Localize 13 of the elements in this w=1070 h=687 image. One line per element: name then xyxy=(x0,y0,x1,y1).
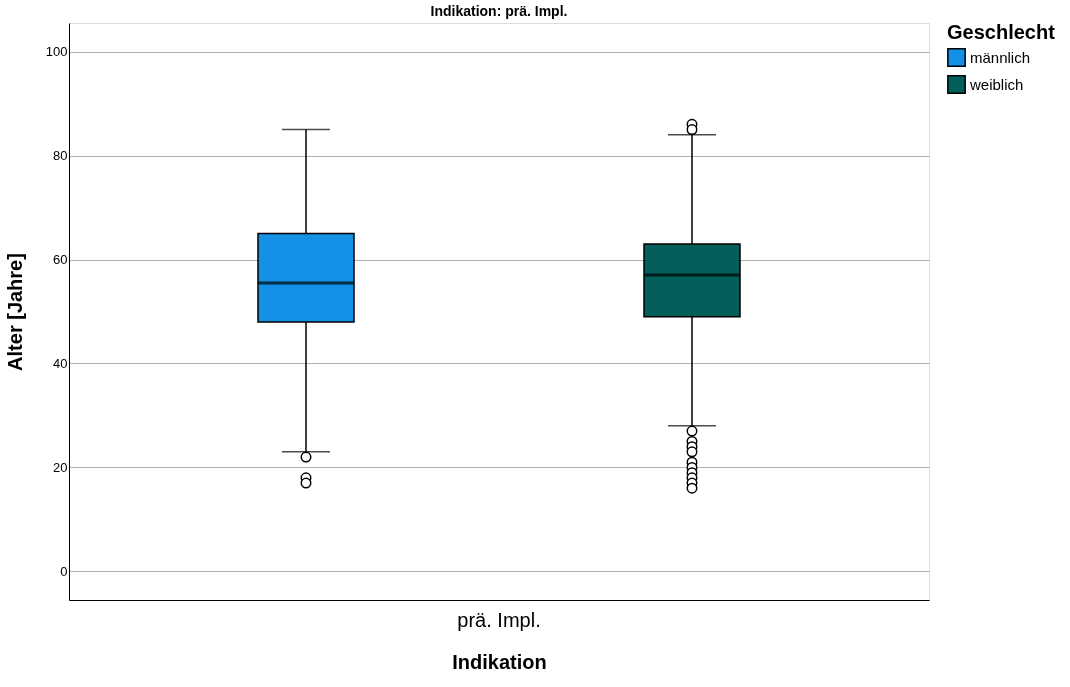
legend-title: Geschlecht xyxy=(947,21,1056,43)
y-tick-label: 60 xyxy=(53,252,68,268)
y-tick-label: 80 xyxy=(53,148,68,164)
legend-label: weiblich xyxy=(969,75,1024,93)
y-tick-label: 40 xyxy=(53,355,68,371)
x-axis-title: Indikation xyxy=(452,650,547,673)
y-axis-title: Alter [Jahre] xyxy=(3,253,26,371)
x-tick-label: prä. Impl. xyxy=(457,608,541,631)
y-tick-label: 0 xyxy=(60,563,68,579)
chart-title: Indikation: prä. Impl. xyxy=(430,3,568,19)
y-tick-label: 100 xyxy=(45,44,68,60)
y-tick-label: 20 xyxy=(53,459,68,475)
legend-label: männlich xyxy=(970,48,1031,66)
